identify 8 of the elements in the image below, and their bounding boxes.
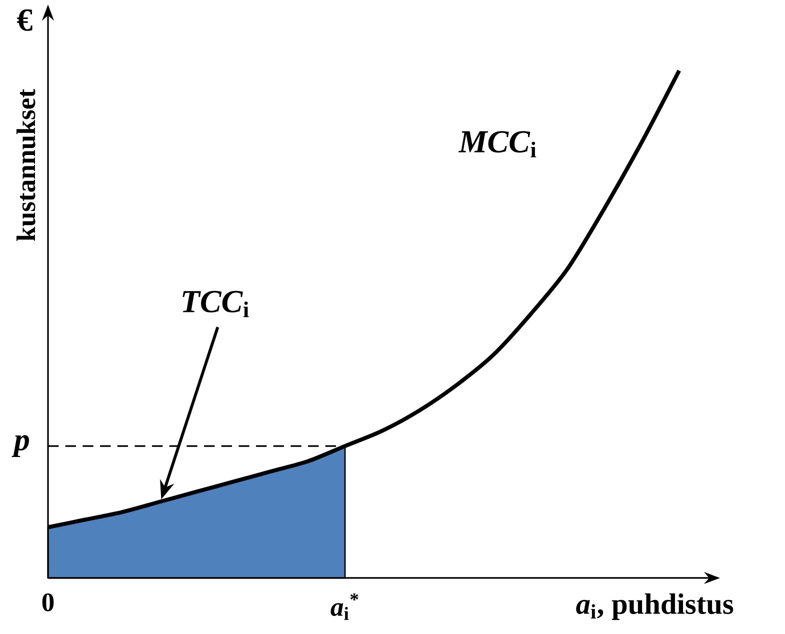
x-tick-label: 0	[42, 593, 54, 612]
text: €	[17, 9, 32, 31]
annotation: TCC$_{i}$	[182, 290, 249, 318]
ref-line-label: p	[12, 435, 29, 458]
x-tick-label: a$_{i}$*	[330, 593, 358, 620]
x-axis-title: a$_{i}$, puhdistus	[576, 593, 734, 620]
y-axis-title: kustannukset	[16, 89, 36, 241]
text: MCC$_{i}$	[458, 131, 536, 158]
